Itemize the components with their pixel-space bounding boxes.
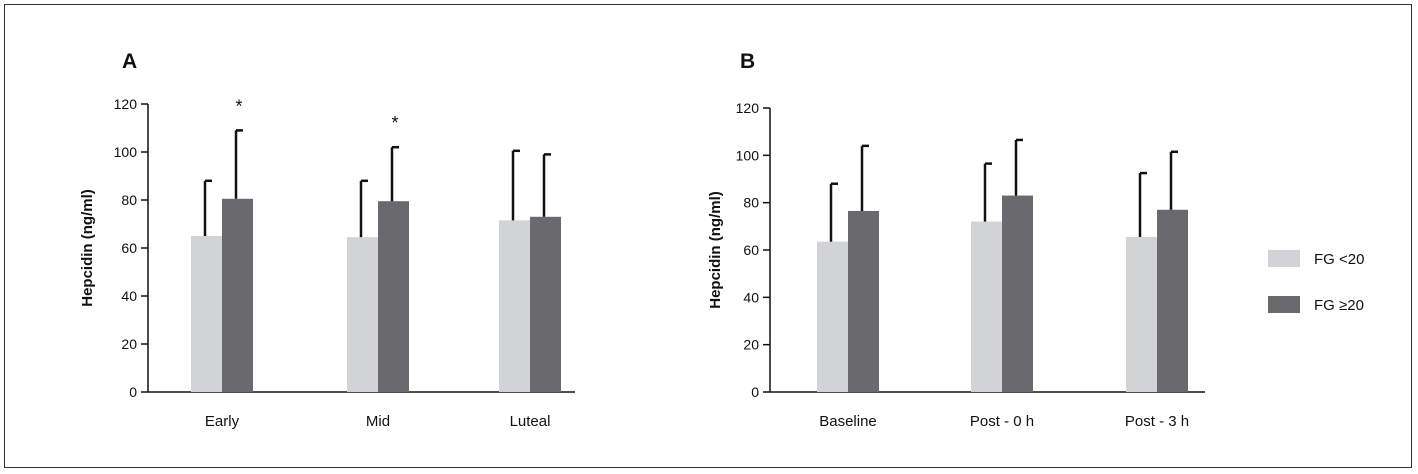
panel-b-y-tick-label: 100 <box>736 147 760 163</box>
panel-b-y-tick-label: 60 <box>743 242 759 258</box>
panel-b-x-tick-label: Baseline <box>819 413 877 430</box>
panel-b-bar <box>1126 236 1157 392</box>
panel-b-y-axis-title: Hepcidin (ng/ml) <box>707 191 724 309</box>
panel-b-y-tick-label: 0 <box>751 384 759 400</box>
panel-a-y-tick-label: 80 <box>121 192 137 208</box>
legend-swatch <box>1268 250 1300 267</box>
panel-b-bar <box>817 241 848 392</box>
figure-frame <box>4 4 1412 468</box>
panel-a-y-tick-label: 40 <box>121 288 137 304</box>
panel-b-y-tick-label: 120 <box>736 100 760 116</box>
panel-a-bar <box>530 216 561 392</box>
legend-swatch <box>1268 296 1300 313</box>
panel-a-y-tick-label: 60 <box>121 240 137 256</box>
panel-a-bar <box>499 220 530 392</box>
panel-a-bar <box>222 198 253 392</box>
panel-b-bar <box>1002 195 1033 392</box>
panel-b-y-tick-label: 20 <box>743 337 759 353</box>
panel-a-significance-marker: * <box>235 96 242 116</box>
panel-b-x-tick-label: Post - 3 h <box>1125 413 1189 430</box>
panel-b-bar <box>971 221 1002 392</box>
panel-a-y-tick-label: 0 <box>129 384 137 400</box>
panel-a-x-tick-label: Early <box>205 413 240 430</box>
panel-a-bar <box>347 237 378 392</box>
panel-a-x-tick-label: Mid <box>366 413 390 430</box>
legend-label: FG <20 <box>1314 251 1364 268</box>
panel-a-x-tick-label: Luteal <box>510 413 551 430</box>
panel-a-letter: A <box>122 50 137 73</box>
panel-b-letter: B <box>740 50 755 73</box>
panel-a-y-tick-label: 20 <box>121 336 137 352</box>
panel-a-bar <box>378 201 409 392</box>
panel-a-significance-marker: * <box>391 113 398 133</box>
panel-a-y-tick-label: 100 <box>114 144 138 160</box>
panel-b-bar <box>1157 209 1188 392</box>
panel-b-y-tick-label: 80 <box>743 195 759 211</box>
panel-b-bar <box>848 210 879 392</box>
legend-label: FG ≥20 <box>1314 297 1364 314</box>
panel-b-x-tick-label: Post - 0 h <box>970 413 1034 430</box>
panel-a-bar <box>191 236 222 392</box>
panel-b-y-tick-label: 40 <box>743 289 759 305</box>
panel-a-y-tick-label: 120 <box>114 96 138 112</box>
panel-a-y-axis-title: Hepcidin (ng/ml) <box>79 189 96 307</box>
